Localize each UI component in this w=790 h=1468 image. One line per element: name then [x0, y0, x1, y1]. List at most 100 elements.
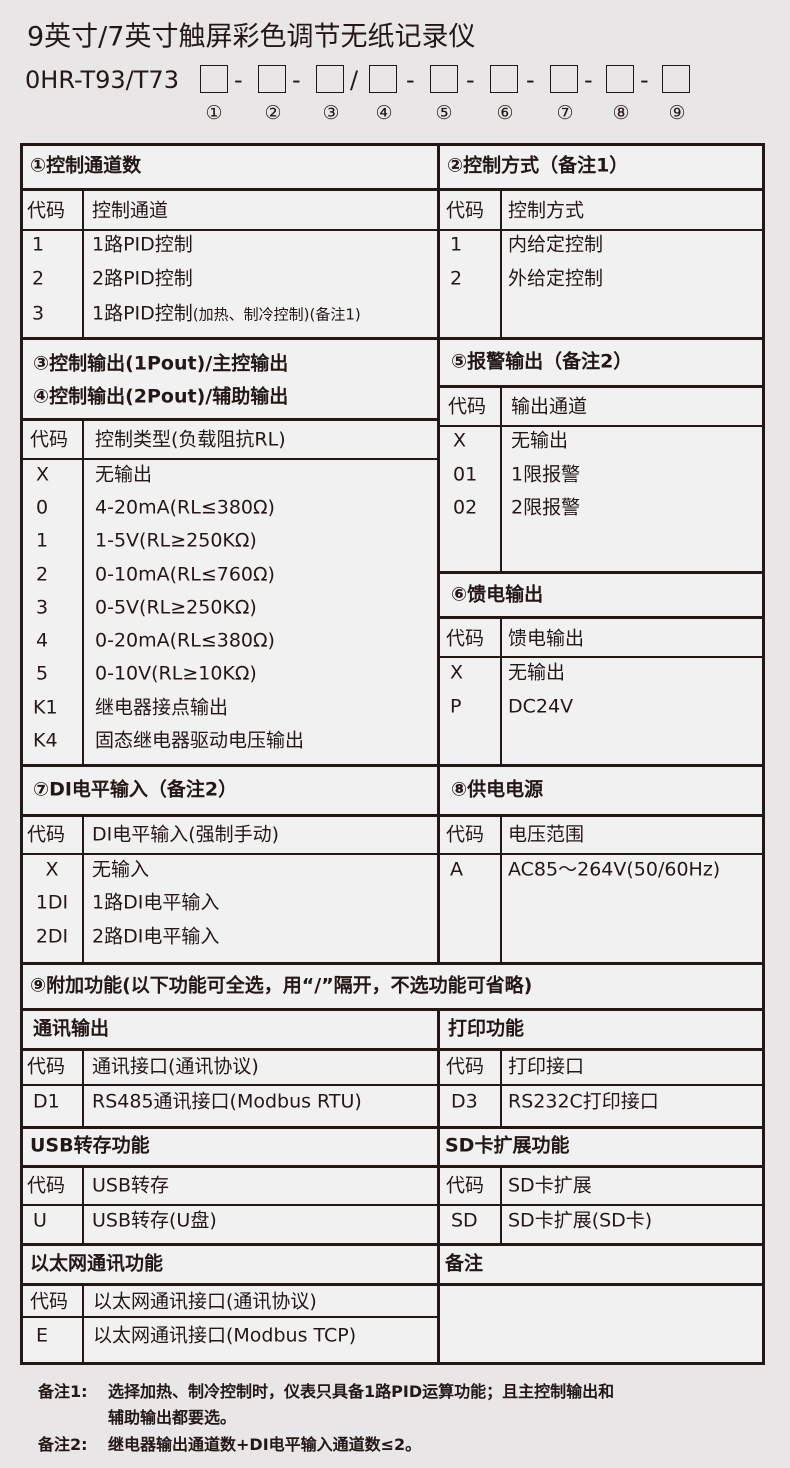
description: 4-20mA(RL≤380Ω): [95, 496, 275, 519]
table-rule: [437, 425, 765, 427]
column-header: 控制方式: [508, 199, 585, 222]
column-header: 电压范围: [508, 823, 585, 846]
table-rule: [20, 418, 437, 421]
description: 外给定控制: [508, 267, 604, 290]
code-header: 代码: [30, 428, 69, 451]
code: 5: [36, 662, 49, 685]
table-rule: [20, 1165, 765, 1168]
table-rule: [437, 385, 765, 388]
code: 3: [32, 302, 45, 325]
code: 2: [32, 267, 45, 290]
section-title: ①控制通道数: [30, 154, 142, 177]
code: D3: [451, 1090, 478, 1113]
position-number: ⑦: [556, 102, 574, 124]
code-slot-9: [662, 65, 690, 93]
column-header: 控制通道: [92, 199, 169, 222]
position-number: ④: [375, 102, 393, 124]
code-slot-6: [490, 65, 518, 93]
code-slot-8: [606, 65, 634, 93]
description: 2路PID控制: [92, 267, 193, 290]
code-header: 代码: [446, 823, 485, 846]
table-rule: [20, 1126, 765, 1129]
table-rule: [20, 337, 765, 340]
table-rule: [82, 1048, 84, 1126]
table-rule: [20, 1048, 765, 1051]
code-slot-3: [316, 65, 344, 93]
note-text: 继电器输出通道数+DI电平输入通道数≤2。: [108, 1435, 422, 1454]
table-rule: [20, 229, 437, 231]
separator: -: [292, 66, 301, 94]
code: E: [36, 1324, 49, 1347]
code-header: 代码: [27, 1174, 66, 1197]
separator: -: [526, 66, 535, 94]
code-header: 代码: [30, 1290, 69, 1313]
table-rule: [82, 1165, 84, 1243]
table-rule: [500, 616, 502, 764]
section-title: ⑧供电电源: [451, 778, 544, 801]
table-rule: [500, 1165, 502, 1243]
table-rule: [20, 814, 765, 817]
column-header: 输出通道: [511, 395, 588, 418]
separator: -: [406, 66, 415, 94]
code-slot-2: [258, 65, 286, 93]
description: 1限报警: [511, 463, 581, 486]
description: 固态继电器驱动电压输出: [95, 729, 305, 752]
position-number: ②: [264, 102, 282, 124]
table-rule: [437, 656, 765, 658]
code: X: [45, 858, 59, 881]
code: X: [453, 429, 467, 452]
description: SD卡扩展(SD卡): [508, 1209, 653, 1232]
table-rule: [20, 1008, 765, 1011]
section-title: ③控制输出(1Pout)/主控输出: [33, 352, 289, 375]
separator: -: [466, 66, 475, 94]
table-rule: [20, 1204, 765, 1206]
section-title: ②控制方式（备注1）: [447, 154, 629, 177]
column-header: USB转存: [92, 1174, 170, 1197]
description: 1路DI电平输入: [92, 891, 220, 914]
description: 内给定控制: [508, 233, 604, 256]
table-rule: [82, 188, 84, 337]
code: 02: [453, 496, 478, 519]
table-rule: [20, 962, 765, 965]
table-rule: [437, 229, 765, 231]
description-note: (加热、制冷控制)(备注1): [192, 305, 361, 324]
description: 0-5V(RL≥250KΩ): [95, 596, 257, 619]
code: 1: [450, 233, 463, 256]
table-rule: [500, 1048, 502, 1126]
description: 1-5V(RL≥250KΩ): [95, 529, 257, 552]
note-label: 备注2:: [38, 1435, 88, 1454]
table-rule: [437, 571, 765, 574]
model-prefix: 0HR-T93/T73: [25, 66, 179, 94]
table-rule: [500, 814, 502, 962]
section-title: ⑥馈电输出: [451, 583, 544, 606]
code-header: 代码: [27, 1055, 66, 1078]
code: K4: [33, 729, 58, 752]
subsection-title: SD卡扩展功能: [445, 1134, 570, 1157]
code-slot-1: [200, 65, 228, 93]
separator: -: [584, 66, 593, 94]
description: 1路PID控制: [92, 233, 193, 256]
separator: -: [640, 66, 649, 94]
code: K1: [33, 696, 58, 719]
note-text: 辅助输出都要选。: [108, 1408, 237, 1427]
position-number: ⑧: [612, 102, 630, 124]
table-rule: [437, 616, 765, 619]
description: 无输入: [92, 858, 150, 881]
note-text: 选择加热、制冷控制时，仪表只具备1路PID运算功能；且主控制输出和: [108, 1382, 615, 1401]
table-rule: [20, 1283, 765, 1286]
code: 2: [450, 267, 463, 290]
code: 4: [36, 629, 49, 652]
code-header: 代码: [446, 1174, 485, 1197]
table-rule: [20, 458, 437, 460]
code-slot-5: [430, 65, 458, 93]
description: 无输出: [95, 463, 153, 486]
code: 2DI: [35, 925, 69, 948]
description: USB转存(U盘): [92, 1209, 217, 1232]
table-rule: [20, 1084, 765, 1086]
section-title: ⑦DI电平输入（备注2）: [33, 778, 238, 801]
table-rule: [20, 1362, 765, 1365]
description: 0-20mA(RL≤380Ω): [95, 629, 275, 652]
code: D1: [33, 1090, 60, 1113]
table-rule: [20, 188, 765, 191]
description: 1路PID控制(加热、制冷控制)(备注1): [92, 304, 361, 324]
